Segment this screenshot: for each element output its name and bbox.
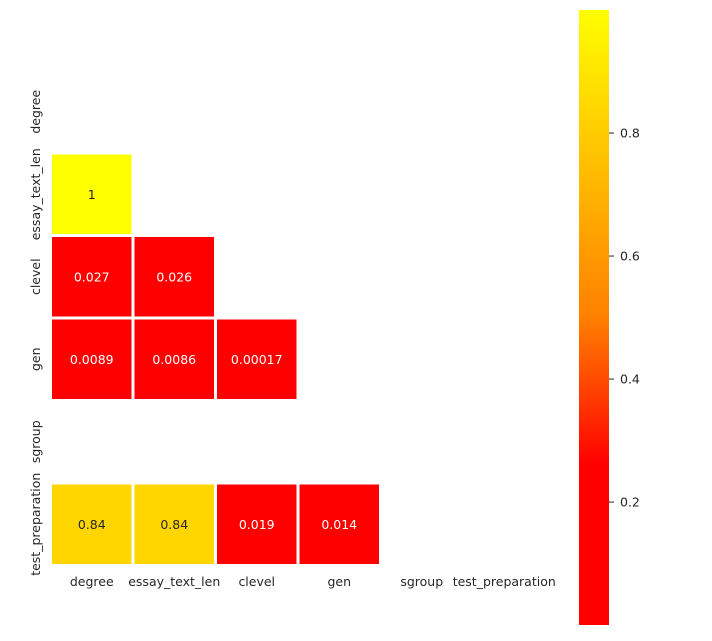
x-tick-label: degree [70,574,114,589]
heatmap-cell-gen-degree [52,319,132,399]
heatmap-cell-test_preparation-clevel [217,484,297,564]
x-tick-label: essay_text_len [128,574,220,589]
cell-annotations: 1 0.027 0.026 0.0089 0.0086 0.00017 0.84 0.84 0.… [70,187,357,532]
heatmap-cell-test_preparation-gen [299,484,379,564]
y-tick-label: degree [28,90,43,134]
x-axis-tick-labels: degree essay_text_len clevel gen sgroup test_… [70,574,556,589]
colorbar-tick-label: 0.8 [620,126,640,141]
heatmap-cell-test_preparation-degree [52,484,132,564]
cell-annotation: 0.84 [160,517,188,532]
cell-annotation: 0.027 [74,269,110,284]
cell-annotation: 0.019 [239,517,275,532]
x-tick-label: test_preparation [453,574,556,589]
cell-annotation: 0.0086 [152,352,196,367]
x-tick-label: sgroup [400,574,443,589]
x-tick-label: clevel [238,574,275,589]
cell-annotation: 1 [88,187,96,202]
heatmap-cells [52,154,379,564]
colorbar-tick-label: 0.6 [620,249,640,264]
heatmap-cell-test_preparation-essay_text_len [134,484,214,564]
heatmap-cell-essay_text_len-degree [52,154,132,234]
heatmap-cell-gen-essay_text_len [134,319,214,399]
cell-annotation: 0.84 [78,517,106,532]
colorbar: 0.2 0.4 0.6 0.8 [579,10,640,625]
cell-annotation: 0.014 [321,517,357,532]
y-tick-label: essay_text_len [28,148,43,240]
cell-annotation: 0.026 [156,269,192,284]
cell-annotation: 0.00017 [231,352,283,367]
y-tick-label: clevel [28,258,43,295]
heatmap-cell-clevel-essay_text_len [134,237,214,317]
y-tick-label: sgroup [28,420,43,463]
colorbar-tick-label: 0.4 [620,372,640,387]
y-tick-label: test_preparation [28,473,43,576]
cell-annotation: 0.0089 [70,352,114,367]
x-tick-label: gen [327,574,351,589]
heatmap-cell-gen-clevel [217,319,297,399]
heatmap-cell-clevel-degree [52,237,132,317]
colorbar-tick-label: 0.2 [620,495,640,510]
y-tick-label: gen [28,347,43,371]
colorbar-gradient [579,10,609,625]
